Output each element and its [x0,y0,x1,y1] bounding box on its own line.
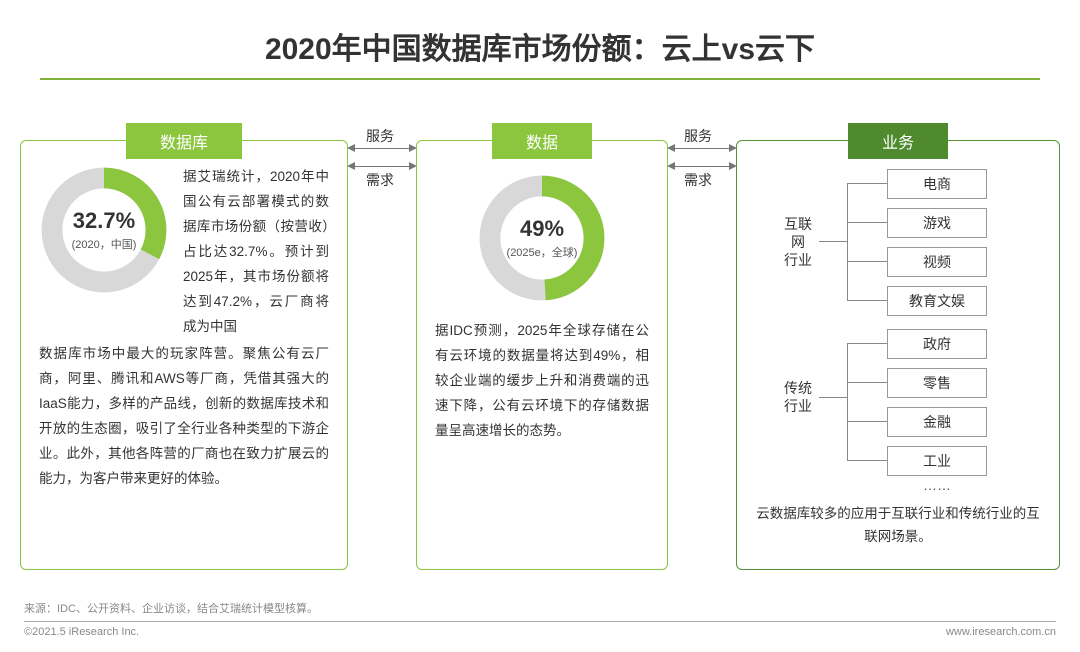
leaf-industry: 工业 [887,446,987,476]
flow-label-service-2: 服务 [684,126,712,146]
flow-arrow-2-top [674,148,730,149]
website: www.iresearch.com.cn [946,626,1056,638]
right-caption: 云数据库较多的应用于互联行业和传统行业的互联网场景。 [755,503,1041,549]
left-text-rest: 数据库市场中最大的玩家阵营。聚焦公有云厂商，阿里、腾讯和AWS等厂商，凭借其强大… [39,342,329,492]
donut-left: 32.7% (2020，中国) [39,165,169,295]
leaf-retail: 零售 [887,368,987,398]
donut-left-pct: 32.7% [73,208,135,234]
panel-business: 业务 互联网行业 电商 游戏 视频 教育文娱 传统行业 政府 零售 [736,140,1060,570]
flow-arrow-2-bottom [674,166,730,167]
donut-mid-pct: 49% [520,216,564,242]
flow-arrow-1-bottom [354,166,410,167]
leaf-game: 游戏 [887,208,987,238]
flow-label-demand-2: 需求 [684,170,712,190]
donut-mid-sub: (2025e，全球) [507,244,578,260]
page-title: 2020年中国数据库市场份额：云上vs云下 [0,0,1080,78]
leaf-finance: 金融 [887,407,987,437]
copyright: ©2021.5 iResearch Inc. [24,626,139,638]
leaf-ecommerce: 电商 [887,169,987,199]
donut-mid: 49% (2025e，全球) [477,173,607,303]
tab-business: 业务 [848,123,948,159]
donut-left-sub: (2020，中国) [72,236,137,252]
tab-database: 数据库 [126,123,242,159]
group-label-traditional: 传统行业 [783,379,813,415]
title-underline [40,78,1040,80]
group-label-internet: 互联网行业 [783,215,813,270]
flow-label-service-1: 服务 [366,126,394,146]
leaf-gov: 政府 [887,329,987,359]
leaf-edu: 教育文娱 [887,286,987,316]
source-note: 来源：IDC、公开资料、企业访谈，结合艾瑞统计模型核算。 [24,600,318,616]
flow-arrow-1-top [354,148,410,149]
leaf-ellipsis: …… [887,477,987,493]
content-area: 服务 需求 服务 需求 数据库 32.7% (2020，中国) 据艾瑞统计，20… [20,100,1060,580]
industry-tree: 互联网行业 电商 游戏 视频 教育文娱 传统行业 政府 零售 金融 工业 …… [755,169,1041,499]
panel-data: 数据 49% (2025e，全球) 据IDC预测，2025年全球存储在公有云环境… [416,140,668,570]
left-text-top: 据艾瑞统计，2020年中国公有云部署模式的数据库市场份额（按营收）占比达32.7… [183,165,329,340]
mid-text: 据IDC预测，2025年全球存储在公有云环境的数据量将达到49%，相较企业端的缓… [435,319,649,444]
flow-label-demand-1: 需求 [366,170,394,190]
footer: ©2021.5 iResearch Inc. www.iresearch.com… [24,621,1056,638]
leaf-video: 视频 [887,247,987,277]
tab-data: 数据 [492,123,592,159]
panel-database: 数据库 32.7% (2020，中国) 据艾瑞统计，2020年中国公有云部署模式… [20,140,348,570]
